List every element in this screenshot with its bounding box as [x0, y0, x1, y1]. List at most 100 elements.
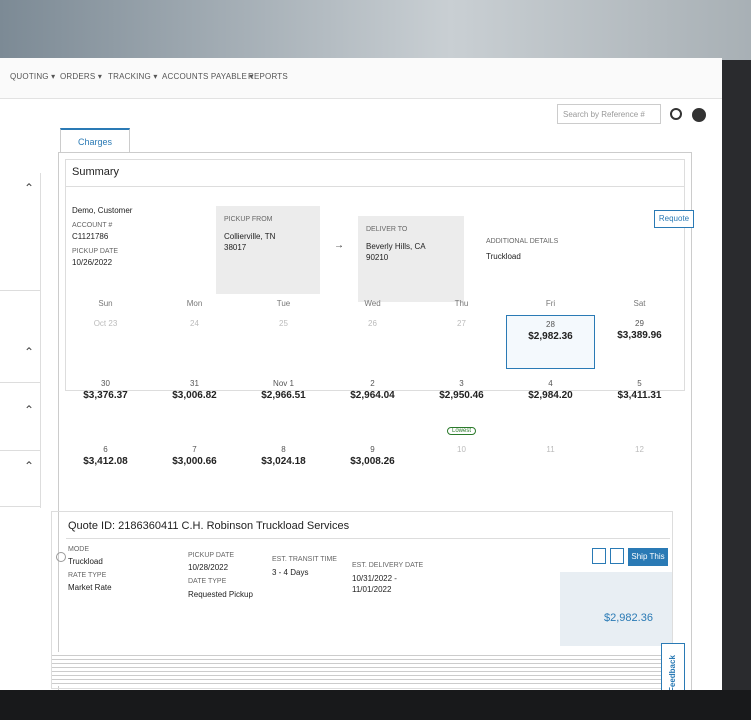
cell-price: $2,966.51	[261, 390, 306, 401]
cell-price: $3,008.26	[350, 456, 395, 467]
cell-date: 25	[279, 319, 288, 328]
delivery-end: 11/01/2022	[352, 585, 392, 594]
background-photo	[0, 0, 751, 60]
calendar-cell: Oct 23	[61, 315, 150, 369]
requote-button[interactable]: Requote	[654, 210, 694, 228]
email-button[interactable]	[610, 548, 624, 564]
content-panel: Summary Demo, Customer ACCOUNT # C112178…	[51, 152, 694, 690]
cell-date: 6	[103, 445, 108, 454]
cell-price: $3,412.08	[83, 456, 128, 467]
cell-price: $3,024.18	[261, 456, 306, 467]
day-header: Sat	[633, 299, 646, 308]
label: PICKUP DATE	[72, 248, 119, 255]
doc-button[interactable]	[592, 548, 606, 564]
label: MODE	[68, 546, 89, 553]
pickup-date: 10/26/2022	[72, 258, 113, 267]
nav-item[interactable]: REPORTS	[248, 72, 288, 81]
cell-date: 11	[546, 445, 555, 454]
quote-radio[interactable]	[56, 552, 66, 562]
calendar-cell[interactable]: 2 $2,964.04	[328, 375, 417, 435]
pickup-city: Collierville, TN	[224, 232, 276, 241]
arrow-icon: →	[334, 240, 344, 251]
cell-date: 28	[546, 320, 555, 329]
collapse-toggle[interactable]: ⌃	[0, 337, 40, 383]
cell-date: 29	[635, 319, 644, 328]
cell-date: 27	[457, 319, 466, 328]
cell-price: $2,982.36	[528, 331, 573, 342]
label: DELIVER TO	[366, 226, 408, 233]
label: DATE TYPE	[188, 578, 227, 585]
calendar-cell[interactable]: 9 $3,008.26	[328, 441, 417, 495]
label: RATE TYPE	[68, 572, 107, 579]
day-header: Thu	[454, 299, 469, 308]
cell-date: 4	[548, 379, 553, 388]
cell-price: $3,376.37	[83, 390, 128, 401]
cell-date: 9	[370, 445, 375, 454]
cell-date: 7	[192, 445, 197, 454]
collapse-toggle[interactable]: ⌃	[0, 173, 40, 291]
cell-price: $3,411.31	[617, 390, 662, 401]
cell-date: 2	[370, 379, 375, 388]
ship-button[interactable]: Ship This	[628, 548, 668, 566]
user-icon[interactable]	[692, 108, 706, 122]
calendar-cell[interactable]: 28 $2,982.36	[506, 315, 595, 369]
calendar-cell: 10	[417, 441, 506, 495]
delivery-box	[358, 216, 464, 302]
cell-price: $3,006.82	[172, 390, 217, 401]
quote-price: $2,982.36	[604, 612, 653, 624]
rate-calendar: Sun Mon Tue Wed Thu Fri Sat Oct 23 24 25 26 27 28 $2,…	[61, 295, 685, 505]
calendar-cell[interactable]: 5 $3,411.31	[595, 375, 684, 435]
nav-bar: QUOTING ORDERS TRACKING ACCOUNTS PAYABLE…	[0, 58, 722, 99]
cell-date: 30	[101, 379, 110, 388]
day-header: Tue	[276, 299, 291, 308]
nav-item[interactable]: ORDERS	[60, 72, 102, 81]
calendar-cell[interactable]: Nov 1 $2,966.51	[239, 375, 328, 435]
nav-item[interactable]: QUOTING	[10, 72, 55, 81]
day-header: Wed	[364, 299, 381, 308]
calendar-cell[interactable]: 29 $3,389.96	[595, 315, 684, 369]
summary-card: Summary Demo, Customer ACCOUNT # C112178…	[65, 159, 694, 391]
calendar-cell[interactable]: 4 $2,984.20	[506, 375, 595, 435]
calendar-cell: 27	[417, 315, 506, 369]
pickup-zip: 38017	[224, 243, 247, 252]
calendar-cell: 26	[328, 315, 417, 369]
calendar-cell[interactable]: 8 $3,024.18	[239, 441, 328, 495]
feedback-tab[interactable]: Feedback	[661, 643, 685, 690]
pickup-box	[216, 206, 320, 294]
cell-date: 24	[190, 319, 199, 328]
cell-price: $2,964.04	[350, 390, 395, 401]
calendar-cell[interactable]: 7 $3,000.66	[150, 441, 239, 495]
nav-item[interactable]: ACCOUNTS PAYABLE	[162, 72, 254, 81]
label: EST. TRANSIT TIME	[272, 556, 337, 563]
calendar-cell[interactable]: 31 $3,006.82	[150, 375, 239, 435]
mode: Truckload	[68, 557, 103, 566]
lowest-badge: Lowest	[446, 427, 476, 435]
customer: Demo, Customer	[72, 206, 133, 215]
additional: Truckload	[486, 252, 521, 261]
calendar-cell[interactable]: 3 $2,950.46 Lowest	[417, 375, 506, 435]
collapse-toggle[interactable]: ⌃	[0, 451, 40, 507]
label: PICKUP FROM	[224, 216, 273, 223]
deliver-zip: 90210	[366, 253, 389, 262]
account: C1121786	[72, 232, 109, 241]
calendar-cell[interactable]: 30 $3,376.37	[61, 375, 150, 435]
cell-date: Oct 23	[93, 319, 118, 328]
search-input[interactable]: Search by Reference #	[557, 104, 661, 124]
collapse-toggle[interactable]: ⌃	[0, 395, 40, 451]
price-box	[560, 572, 672, 646]
divider	[66, 538, 670, 539]
calendar-cell[interactable]: 6 $3,412.08	[61, 441, 150, 495]
keyboard	[0, 690, 751, 720]
label: ACCOUNT #	[72, 222, 113, 229]
search-icon[interactable]	[670, 108, 682, 120]
tab[interactable]: Charges	[60, 128, 130, 154]
screen: QUOTING ORDERS TRACKING ACCOUNTS PAYABLE…	[0, 58, 722, 690]
cell-date: 12	[635, 445, 644, 454]
nav-item[interactable]: TRACKING	[108, 72, 158, 81]
cell-date: 31	[190, 379, 199, 388]
cell-date: 10	[457, 445, 466, 454]
cell-date: 3	[459, 379, 464, 388]
transit: 3 - 4 Days	[272, 568, 309, 577]
cell-date: 5	[637, 379, 642, 388]
